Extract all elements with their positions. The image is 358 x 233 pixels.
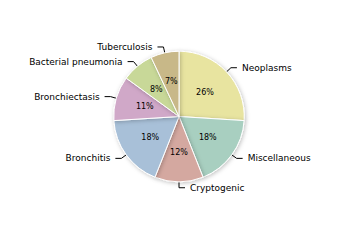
svg-text:Bronchitis: Bronchitis xyxy=(66,153,111,163)
svg-text:Bacterial pneumonia: Bacterial pneumonia xyxy=(29,57,122,67)
svg-text:Miscellaneous: Miscellaneous xyxy=(248,153,311,163)
svg-text:26%: 26% xyxy=(196,88,214,97)
svg-text:Bronchiectasis: Bronchiectasis xyxy=(34,92,100,102)
svg-text:Neoplasms: Neoplasms xyxy=(242,63,292,73)
svg-text:11%: 11% xyxy=(136,102,154,111)
svg-text:18%: 18% xyxy=(199,133,217,142)
svg-text:7%: 7% xyxy=(165,77,178,86)
svg-text:18%: 18% xyxy=(141,133,159,142)
svg-text:8%: 8% xyxy=(150,85,163,94)
svg-text:12%: 12% xyxy=(170,148,188,157)
svg-text:Tuberculosis: Tuberculosis xyxy=(96,42,152,52)
svg-text:Cryptogenic: Cryptogenic xyxy=(190,183,245,193)
